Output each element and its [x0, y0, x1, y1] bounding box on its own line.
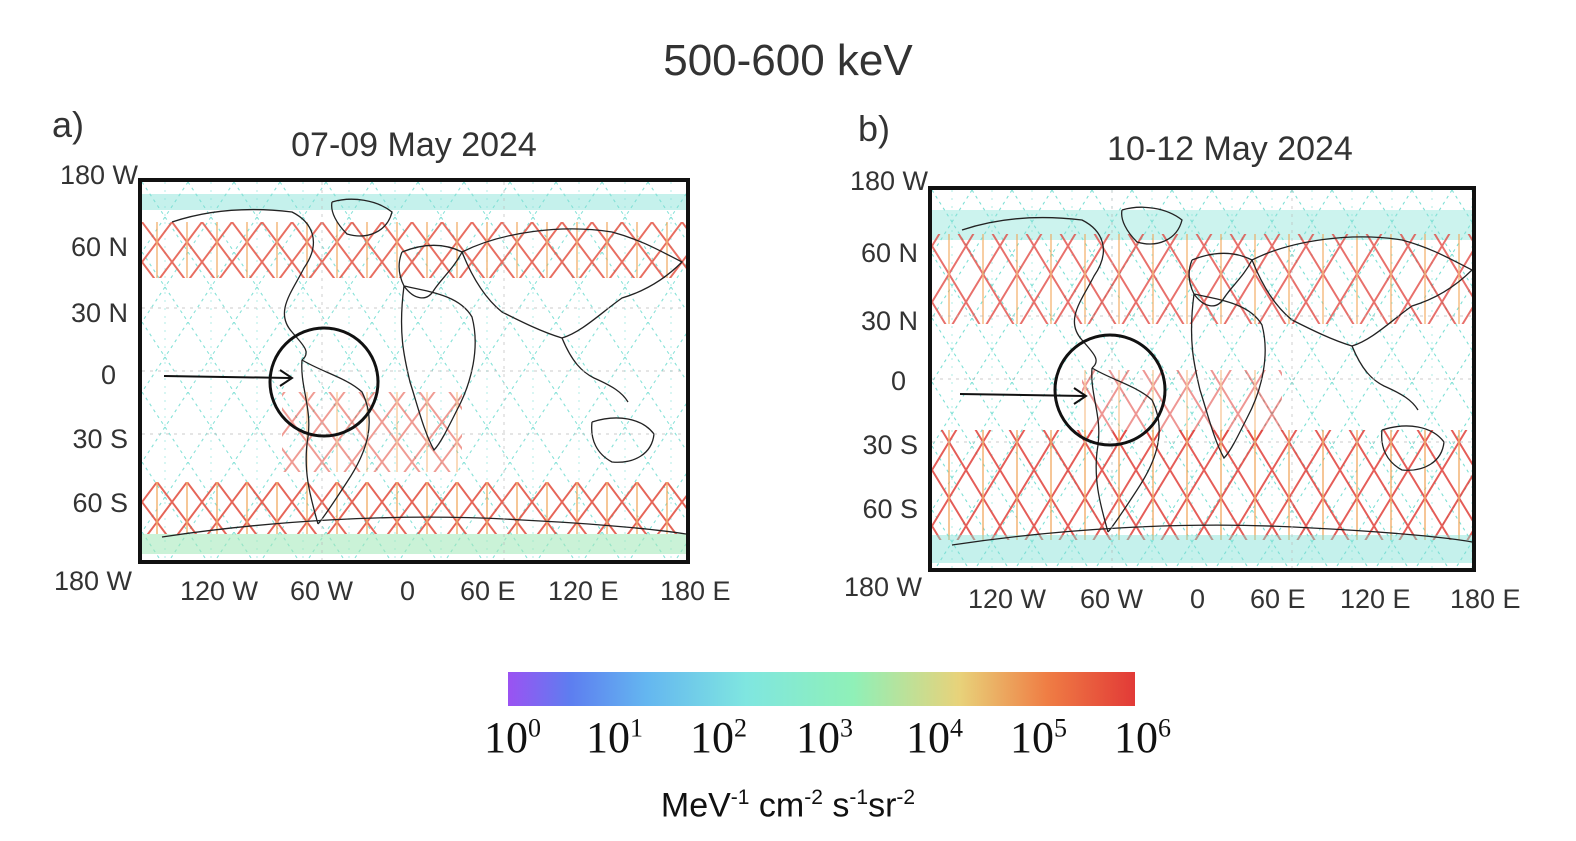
panel-b-arrow [959, 387, 1088, 405]
panel-b-xtick: 120 W [968, 584, 1047, 614]
panel-a-sama-circle [268, 326, 380, 438]
colorbar-unit-label: MeV-1 cm-2 s-1sr-2 [660, 786, 916, 825]
panel-a-ytick: 180 W [53, 566, 132, 596]
colorbar-tick: 100 [484, 713, 541, 762]
panel-a-xtick: 60 E [460, 576, 516, 606]
panel-b-xtick: 60 W [1080, 584, 1144, 614]
panel-b-ytick: 0 [890, 366, 906, 396]
panel-b-xtick: 0 [1190, 584, 1206, 614]
panel-a-ytick: 30 S [72, 424, 128, 454]
panel-b-xtick: 180 E [1450, 584, 1521, 614]
colorbar-tick: 105 [1010, 713, 1067, 762]
panel-a-ytick: 0 [100, 360, 116, 390]
colorbar-tick: 106 [1114, 713, 1171, 762]
panel-a-arrow [163, 369, 294, 387]
panel-a-title: 07-09 May 2024 [291, 126, 537, 164]
panel-b-sama-circle [1053, 333, 1167, 447]
panel-a-xtick: 120 W [180, 576, 259, 606]
panel-a-ytick: 30 N [70, 298, 128, 328]
panel-b-xtick: 60 E [1250, 584, 1306, 614]
panel-b-ytick: 30 N [860, 306, 918, 336]
panel-b-title: 10-12 May 2024 [1107, 130, 1353, 168]
panel-b-ytick: 180 W [843, 572, 922, 602]
panel-a-ytick: 180 W [59, 160, 138, 190]
panel-b-ytick: 180 W [849, 166, 928, 196]
panel-b-xtick: 120 E [1340, 584, 1411, 614]
panel-a-label: a) [52, 104, 85, 145]
panel-b-label: b) [858, 108, 891, 149]
panel-b-map [928, 186, 1476, 572]
panel-a-xtick: 180 E [660, 576, 731, 606]
colorbar-tick: 102 [690, 713, 747, 762]
panel-b-ytick: 60 S [862, 494, 918, 524]
colorbar [508, 672, 1135, 706]
panel-b-ytick: 30 S [862, 430, 918, 460]
panel-a-ytick: 60 S [72, 488, 128, 518]
colorbar-tick: 104 [906, 713, 963, 762]
panel-b-ytick: 60 N [860, 238, 918, 268]
panel-a-ytick: 60 N [70, 232, 128, 262]
panel-a-xtick: 60 W [290, 576, 354, 606]
colorbar-tick: 103 [796, 713, 853, 762]
panel-a-xtick: 120 E [548, 576, 619, 606]
figure-title: 500-600 keV [663, 36, 913, 85]
panel-a-map [138, 178, 690, 564]
colorbar-tick: 101 [586, 713, 643, 762]
panel-a-xtick: 0 [400, 576, 416, 606]
